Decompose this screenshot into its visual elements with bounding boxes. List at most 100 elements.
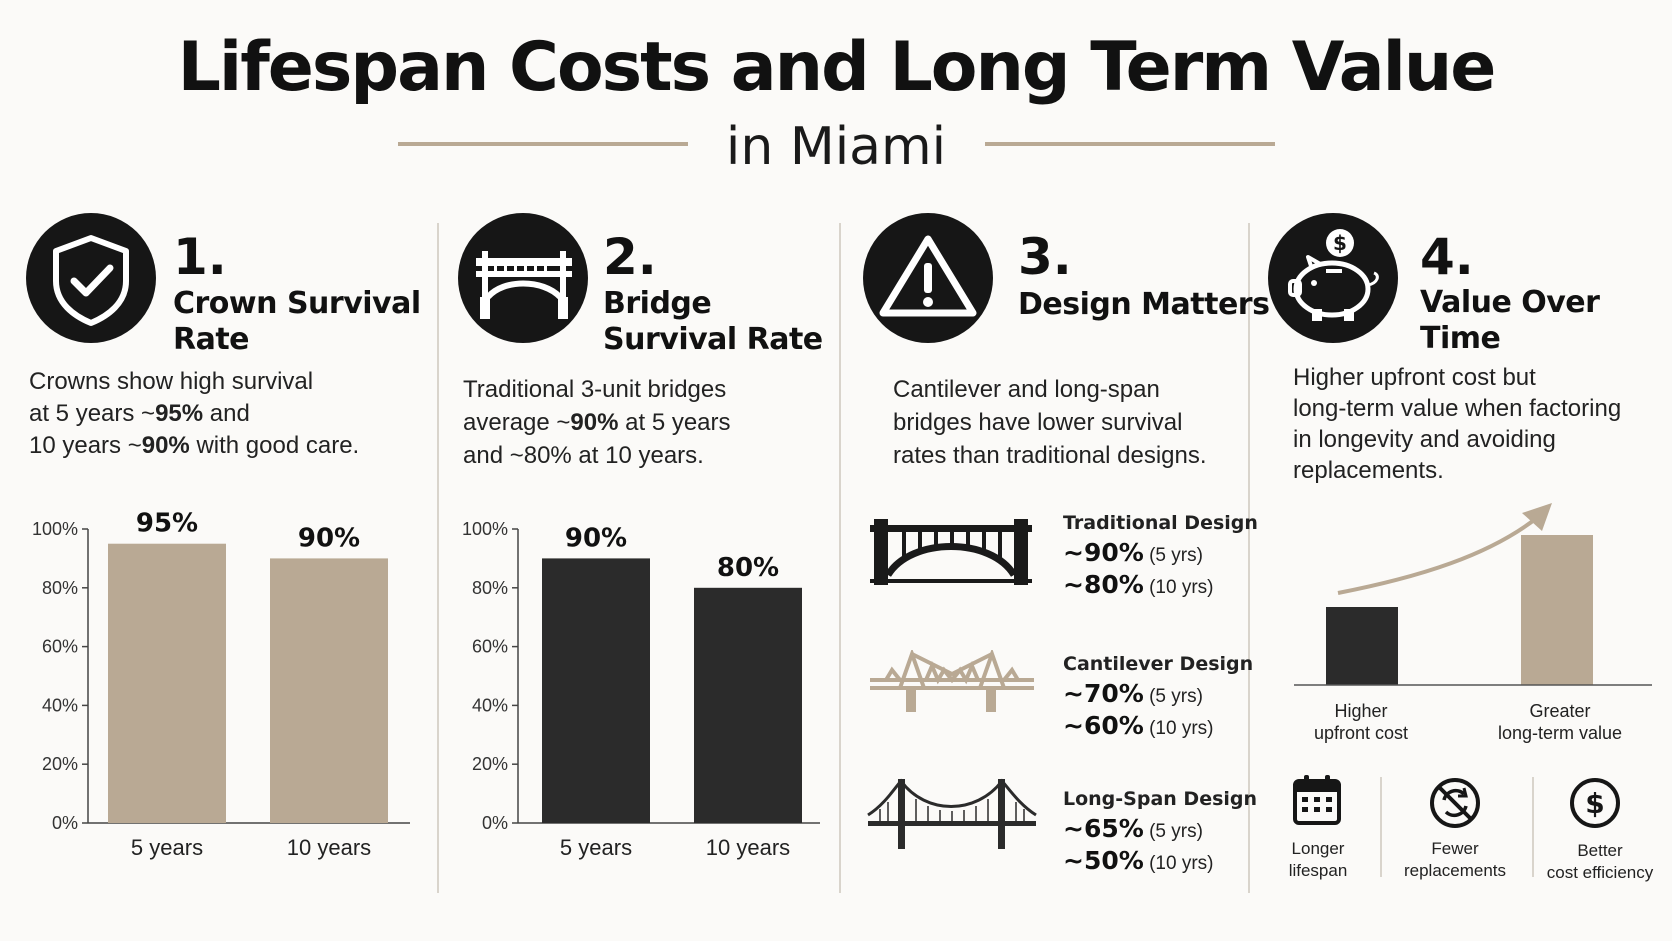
rate-value: ~90% [1063, 538, 1144, 567]
x-tick-label: 10 years [287, 835, 371, 860]
title-rule-right [985, 142, 1275, 146]
bridge-survival-chart: 0% 20% 40% 60% 80% 100% 90% 5 years 80% 10 years [450, 505, 840, 865]
rate-value: ~50% [1063, 846, 1144, 875]
trend-arrow-head [1522, 503, 1552, 531]
y-tick-label: 100% [462, 519, 508, 539]
y-tick-label: 60% [472, 637, 508, 657]
benefit-label: Better cost efficiency [1540, 840, 1660, 884]
y-tick-label: 0% [482, 813, 508, 833]
benefit-divider [1380, 777, 1382, 877]
design-name: Traditional Design [1063, 512, 1258, 534]
section-number: 2. [603, 228, 657, 286]
crown-survival-chart: 0% 20% 40% 60% 80% 100% 95% 5 years 90% 10 years [20, 505, 420, 865]
body-line: 10 years ~90% with good care. [29, 432, 360, 459]
body-line: bridges have lower survival [893, 409, 1183, 436]
bar [542, 558, 650, 823]
bar-value-label: 90% [298, 523, 360, 553]
svg-text:$: $ [1585, 787, 1604, 820]
rate-period: (10 yrs) [1149, 718, 1214, 739]
bar-longterm [1521, 535, 1593, 685]
dollar-icon: $ [1568, 776, 1622, 835]
section-number: 4. [1420, 228, 1474, 286]
section-heading: Bridge Survival Rate [603, 286, 823, 358]
title-rule-left [398, 142, 688, 146]
x-tick-label: 10 years [706, 835, 790, 860]
page-title: Lifespan Costs and Long Term Value [177, 28, 1497, 107]
column-divider [1248, 223, 1250, 893]
benefit-label: Fewer replacements [1395, 838, 1515, 882]
section-body: Crowns show high survival at 5 years ~95… [29, 366, 359, 462]
body-line: Traditional 3-unit bridges [463, 376, 727, 403]
body-line: Higher upfront cost but [1293, 364, 1536, 391]
bar [108, 543, 226, 823]
section-heading: Value Over Time [1420, 285, 1600, 356]
suspension-bridge-icon [866, 775, 1038, 856]
body-line: Crowns show high survival [29, 368, 314, 395]
value-label-upfront: Higher upfront cost [1290, 700, 1432, 744]
body-line: at 5 years ~95% and [29, 400, 250, 427]
y-tick-label: 20% [42, 754, 78, 774]
body-line: long-term value when factoring [1293, 395, 1622, 422]
body-line: in longevity and avoiding [1293, 426, 1556, 453]
design-rate-10: ~50% (10 yrs) [1063, 846, 1257, 875]
label-line: long-term value [1497, 723, 1623, 743]
section-number: 3. [1018, 228, 1072, 286]
page-subtitle: in Miami [725, 117, 947, 177]
rate-value: ~80% [1063, 570, 1144, 599]
bar-value-label: 80% [717, 553, 779, 583]
y-tick-label: 40% [472, 695, 508, 715]
bar [270, 558, 388, 823]
chart-svg: 0% 20% 40% 60% 80% 100% 90% 5 years 80% 10 years [462, 519, 820, 860]
design-item: Long-Span Design ~65% (5 yrs) ~50% (10 y… [1063, 788, 1257, 875]
heading-line: Survival Rate [603, 322, 823, 357]
design-item: Traditional Design ~90% (5 yrs) ~80% (10… [1063, 512, 1258, 599]
shield-check-icon [26, 213, 156, 343]
y-tick-label: 60% [42, 637, 78, 657]
label-line: Fewer [1431, 839, 1479, 858]
warning-icon [863, 213, 993, 343]
design-name: Cantilever Design [1063, 653, 1254, 675]
body-line: and ~80% at 10 years. [463, 442, 704, 469]
body-line: Cantilever and long-span [893, 376, 1160, 403]
heading-line: Crown Survival [173, 286, 421, 321]
bar-value-label: 95% [136, 509, 198, 539]
x-tick-label: 5 years [131, 835, 203, 860]
design-rate-10: ~80% (10 yrs) [1063, 570, 1258, 599]
design-item: Cantilever Design ~70% (5 yrs) ~60% (10 … [1063, 653, 1253, 740]
cantilever-bridge-icon [866, 647, 1038, 719]
rate-value: ~60% [1063, 711, 1144, 740]
rate-value: ~65% [1063, 814, 1144, 843]
bar [694, 587, 802, 823]
svg-text:$: $ [1333, 231, 1347, 255]
benefit-divider [1532, 777, 1534, 877]
chart-svg [1294, 503, 1652, 686]
section-body: Traditional 3-unit bridges average ~90% … [463, 373, 731, 472]
bar-upfront [1326, 607, 1398, 685]
rate-period: (5 yrs) [1149, 686, 1203, 707]
value-label-longterm: Greater long-term value [1480, 700, 1640, 744]
design-rate-10: ~60% (10 yrs) [1063, 711, 1253, 740]
chart-svg: 0% 20% 40% 60% 80% 100% 95% 5 years 90% 10 years [32, 509, 410, 860]
section-heading: Crown Survival Rate [173, 286, 421, 358]
trend-arrow-line [1337, 515, 1540, 595]
column-divider [437, 223, 439, 893]
design-name: Long-Span Design [1063, 788, 1258, 810]
traditional-bridge-icon [866, 515, 1036, 592]
no-replace-icon [1428, 776, 1482, 835]
rate-period: (10 yrs) [1149, 853, 1214, 874]
section-body: Cantilever and long-span bridges have lo… [893, 373, 1207, 472]
y-tick-label: 100% [32, 519, 78, 539]
label-line: upfront cost [1313, 723, 1409, 743]
y-tick-label: 80% [472, 578, 508, 598]
label-line: Higher [1334, 701, 1388, 721]
label-line: Greater [1529, 701, 1591, 721]
section-body: Higher upfront cost but long-term value … [1293, 362, 1621, 486]
column-divider [839, 223, 841, 893]
value-over-time-chart [1290, 495, 1660, 695]
y-tick-label: 40% [42, 695, 78, 715]
rate-period: (10 yrs) [1149, 577, 1214, 598]
heading-line: Bridge [603, 286, 712, 321]
piggy-bank-icon: $ [1268, 213, 1398, 343]
body-line: average ~90% at 5 years [463, 409, 731, 436]
rate-period: (5 yrs) [1149, 821, 1203, 842]
